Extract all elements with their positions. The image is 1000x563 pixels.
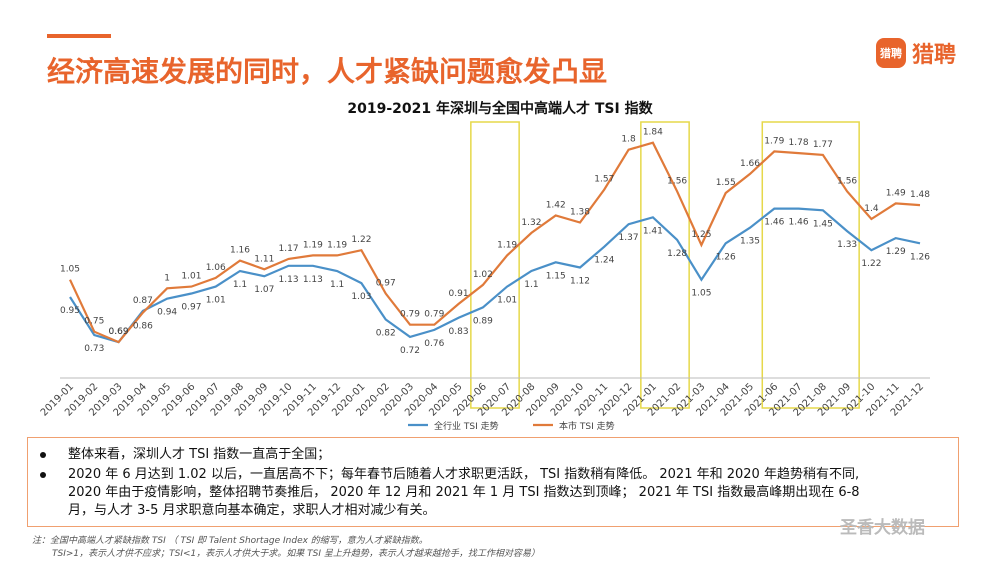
data-label: 1.17 xyxy=(279,244,299,254)
data-label: 1.46 xyxy=(764,218,784,228)
data-label: 1.25 xyxy=(691,230,711,240)
data-label: 0.75 xyxy=(84,317,104,327)
data-label: 0.76 xyxy=(424,339,444,349)
logo-text: 猎聘 xyxy=(912,43,957,68)
data-label: 0.91 xyxy=(449,289,469,299)
data-label: 1.01 xyxy=(181,272,201,282)
data-label: 1.28 xyxy=(667,249,687,259)
data-label: 1.1 xyxy=(330,280,344,290)
data-label: 0.87 xyxy=(133,296,153,306)
slide-title: 经济高速发展的同时，人才紧缺问题愈发凸显 xyxy=(47,55,608,88)
data-label: 0.86 xyxy=(133,322,153,332)
data-label: 1.38 xyxy=(570,207,590,217)
data-label: 1.37 xyxy=(619,233,639,243)
data-label: 1.49 xyxy=(886,188,906,198)
data-label: 1.56 xyxy=(837,176,857,186)
data-label: 1.15 xyxy=(546,271,566,281)
data-label: 1.11 xyxy=(254,254,274,264)
data-label: 1.26 xyxy=(716,252,736,262)
data-label: 1.19 xyxy=(497,240,517,250)
data-label: 1.29 xyxy=(886,247,906,257)
data-label: 1.35 xyxy=(740,237,760,247)
highlight-box-1 xyxy=(470,121,520,409)
data-label: 1.57 xyxy=(594,175,614,185)
title-accent-line xyxy=(47,34,111,38)
data-label: 1.42 xyxy=(546,201,566,211)
data-label: 0.95 xyxy=(60,306,80,316)
data-label: 0.72 xyxy=(400,346,420,356)
footnote-line-2: TSI>1，表示人才供不应求；TSI<1，表示人才供大于求。如果 TSI 呈上升… xyxy=(52,549,540,559)
note-bullet-2: 2020 年 6 月达到 1.02 以后，一直居高不下；每年春节后随着人才求职更… xyxy=(40,466,860,520)
data-label: 1.01 xyxy=(206,296,226,306)
watermark: 圣香大数据 xyxy=(840,518,925,538)
data-label: 1.06 xyxy=(206,263,226,273)
data-label: 0.97 xyxy=(181,303,201,313)
data-label: 1.02 xyxy=(473,270,493,280)
data-label: 0.89 xyxy=(473,316,493,326)
data-label: 1.24 xyxy=(594,256,614,266)
data-label: 1.48 xyxy=(910,190,930,200)
data-label: 0.79 xyxy=(424,310,444,320)
data-label: 1.03 xyxy=(351,292,371,302)
data-label: 1.33 xyxy=(837,240,857,250)
note-text-1: 整体来看，深圳人才 TSI 指数一直高于全国； xyxy=(68,447,331,462)
data-label: 1 xyxy=(164,273,170,283)
legend-label-2: 本市 TSI 走势 xyxy=(559,420,615,432)
bullet-dot-icon xyxy=(40,452,46,458)
data-label: 1.46 xyxy=(789,218,809,228)
chart-title: 2019-2021 年深圳与全国中高端人才 TSI 指数 xyxy=(347,101,653,117)
data-label: 1.12 xyxy=(570,277,590,287)
data-label: 0.94 xyxy=(157,308,177,318)
data-label: 0.79 xyxy=(400,310,420,320)
data-label: 1.22 xyxy=(351,235,371,245)
data-label: 1.19 xyxy=(303,240,323,250)
series-line-1 xyxy=(69,207,921,344)
liepin-logo: 猎聘 猎聘 xyxy=(876,37,956,69)
note-text-2c: 月，与人才 3-5 月求职意向基本确定，求职人才相对减少有关。 xyxy=(68,503,436,518)
bullet-dot-icon xyxy=(40,472,46,478)
data-label: 1.05 xyxy=(691,289,711,299)
data-label: 1.41 xyxy=(643,226,663,236)
data-label: 0.97 xyxy=(376,279,396,289)
data-label: 1.66 xyxy=(740,159,760,169)
data-label: 1.05 xyxy=(60,265,80,275)
data-label: 1.1 xyxy=(233,280,247,290)
data-label: 1.45 xyxy=(813,219,833,229)
data-label: 1.77 xyxy=(813,140,833,150)
data-label: 0.83 xyxy=(449,327,469,337)
data-label: 1.1 xyxy=(524,280,538,290)
data-label: 1.8 xyxy=(621,135,636,145)
data-label: 1.13 xyxy=(279,275,299,285)
data-label: 1.19 xyxy=(327,240,347,250)
data-label: 0.73 xyxy=(84,344,104,354)
data-label: 1.16 xyxy=(230,246,250,256)
data-label: 1.84 xyxy=(643,128,663,138)
data-label: 1.26 xyxy=(910,252,930,262)
data-label: 1.55 xyxy=(716,178,736,188)
data-label: 0.82 xyxy=(376,329,396,339)
note-text-2a: 2020 年 6 月达到 1.02 以后，一直居高不下；每年春节后随着人才求职更… xyxy=(68,467,860,482)
data-label: 0.69 xyxy=(109,327,129,337)
notes-box: 整体来看，深圳人才 TSI 指数一直高于全国； 2020 年 6 月达到 1.0… xyxy=(27,437,959,527)
logo-badge-icon: 猎聘 xyxy=(876,38,906,68)
data-label: 1.56 xyxy=(667,176,687,186)
series-line-2 xyxy=(69,141,921,344)
data-label: 1.4 xyxy=(864,204,879,214)
data-label: 1.22 xyxy=(861,259,881,269)
data-label: 1.13 xyxy=(303,275,323,285)
note-text-2b: 2020 年由于疫情影响，整体招聘节奏推后， 2020 年 12 月和 2021… xyxy=(68,485,860,500)
data-label: 1.32 xyxy=(521,218,541,228)
data-label: 1.07 xyxy=(254,285,274,295)
highlight-box-3 xyxy=(761,121,860,409)
footnote-line-1: 注：全国中高端人才紧缺指数 TSI （ TSI 即 Talent Shortag… xyxy=(32,536,428,546)
data-label: 1.78 xyxy=(789,138,809,148)
data-label: 1.79 xyxy=(764,136,784,146)
note-bullet-1: 整体来看，深圳人才 TSI 指数一直高于全国； xyxy=(40,446,330,464)
data-label: 1.01 xyxy=(497,296,517,306)
legend-label-1: 全行业 TSI 走势 xyxy=(434,420,499,432)
data-label: 0.69 xyxy=(109,327,129,337)
highlight-box-2 xyxy=(640,121,690,409)
